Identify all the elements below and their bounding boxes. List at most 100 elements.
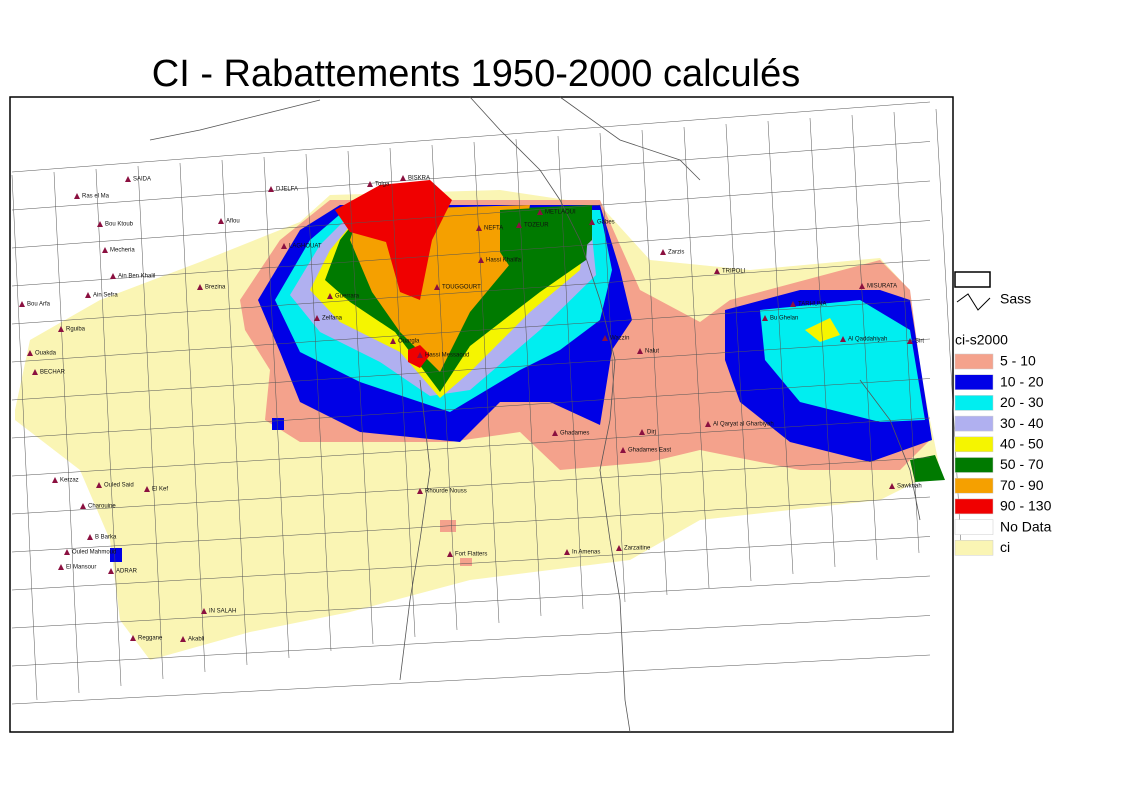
place-label: Zarzaitine — [624, 546, 651, 552]
grid-row — [11, 141, 931, 211]
legend-swatch — [954, 498, 994, 515]
place-label: B Barka — [95, 535, 117, 541]
legend-swatch — [954, 457, 994, 473]
place-marker — [314, 315, 320, 321]
place-marker — [602, 335, 608, 341]
wadi — [399, 379, 431, 681]
legend-label: 20 - 30 — [1000, 394, 1044, 410]
borders — [149, 96, 921, 733]
place-marker — [281, 243, 287, 249]
legend-label: ci — [1000, 539, 1010, 555]
place-label: Mecheria — [110, 248, 135, 254]
grid-row — [11, 378, 931, 439]
drawdown-zone — [910, 455, 945, 482]
place-marker — [96, 482, 102, 488]
place-marker — [327, 293, 333, 299]
place-label: MISURATA — [867, 284, 897, 290]
place-label: Ghadames — [560, 431, 589, 437]
place-label: IN SALAH — [209, 609, 236, 615]
model-grid — [11, 101, 962, 705]
grid-col — [389, 147, 416, 638]
place-marker — [639, 429, 645, 435]
legend-label: 70 - 90 — [1000, 477, 1044, 493]
grid-row — [11, 536, 931, 591]
place-label: Wazzin — [610, 336, 629, 342]
place-marker — [130, 635, 136, 641]
place-marker — [197, 284, 203, 290]
place-label: Charouine — [88, 504, 116, 510]
place-marker — [390, 338, 396, 344]
legend-swatch — [954, 540, 994, 556]
place-label: Hassi Messaoud — [425, 353, 469, 359]
place-marker — [620, 447, 626, 453]
grid-row — [11, 417, 931, 477]
drawdown-zone — [805, 318, 840, 342]
place-marker — [64, 549, 70, 555]
grid-row — [11, 575, 931, 629]
legend-label: 10 - 20 — [1000, 373, 1044, 389]
drawdown-zone — [760, 300, 925, 422]
grid-col — [53, 171, 80, 694]
grid-col — [683, 126, 710, 589]
place-label: El Mansour — [66, 565, 96, 571]
place-label: DJELFA — [276, 187, 298, 193]
place-label: TRIPOLI — [722, 269, 746, 275]
grid-col — [11, 174, 38, 701]
place-label: Hassi Khalifa — [486, 258, 522, 264]
place-marker — [859, 283, 865, 289]
place-marker — [87, 534, 93, 540]
grid-row — [11, 180, 931, 249]
drawdown-zone — [460, 558, 472, 566]
legend-label: Sass — [1000, 291, 1031, 307]
place-label: TARHUNA — [798, 302, 827, 308]
place-marker — [74, 193, 80, 199]
legend-swatch — [954, 436, 994, 453]
place-label: Sawknah — [897, 484, 922, 490]
place-label: BISKRA — [408, 176, 430, 182]
border — [149, 99, 321, 141]
grid-row — [11, 101, 931, 173]
place-marker — [85, 292, 91, 298]
legend-line-icon — [956, 293, 991, 311]
place-marker — [125, 176, 131, 182]
place-marker — [537, 209, 543, 215]
place-label: Bou Ktoub — [105, 222, 134, 228]
grid-row — [11, 299, 931, 363]
place-label: BECHAR — [40, 370, 66, 376]
grid-row — [11, 259, 931, 325]
place-marker — [367, 181, 373, 187]
place-marker — [19, 301, 25, 307]
place-marker — [589, 219, 595, 225]
place-label: Bu Ghelan — [770, 316, 798, 322]
place-label: TOUGGOURT — [442, 285, 481, 291]
drawdown-zones — [15, 180, 945, 660]
border — [469, 96, 631, 733]
place-label: Reggane — [138, 636, 163, 642]
place-marker — [102, 247, 108, 253]
grid-col — [473, 141, 500, 624]
place-label: Rhourde Nouss — [425, 489, 467, 495]
place-marker — [478, 257, 484, 263]
legend-label: 50 - 70 — [1000, 456, 1044, 472]
legend-swatch — [954, 271, 991, 288]
place-label: Al Qaryat al Gharbiyah — [713, 422, 774, 428]
place-marker — [447, 551, 453, 557]
place-label: Ouakda — [35, 351, 57, 357]
place-marker — [417, 352, 423, 358]
place-label: Dirj — [647, 430, 656, 436]
border — [859, 379, 921, 521]
place-label: METLAOUI — [545, 210, 576, 216]
legend-label: 5 - 10 — [1000, 353, 1036, 369]
grid-row — [11, 457, 931, 515]
place-marker — [762, 315, 768, 321]
place-marker — [552, 430, 558, 436]
grid-row — [11, 615, 931, 667]
place-marker — [790, 301, 796, 307]
place-marker — [108, 568, 114, 574]
place-marker — [32, 369, 38, 375]
place-label: NEFTA — [484, 226, 503, 232]
place-label: Brezina — [205, 285, 226, 291]
place-marker — [180, 636, 186, 642]
place-marker — [80, 503, 86, 509]
place-marker — [58, 326, 64, 332]
